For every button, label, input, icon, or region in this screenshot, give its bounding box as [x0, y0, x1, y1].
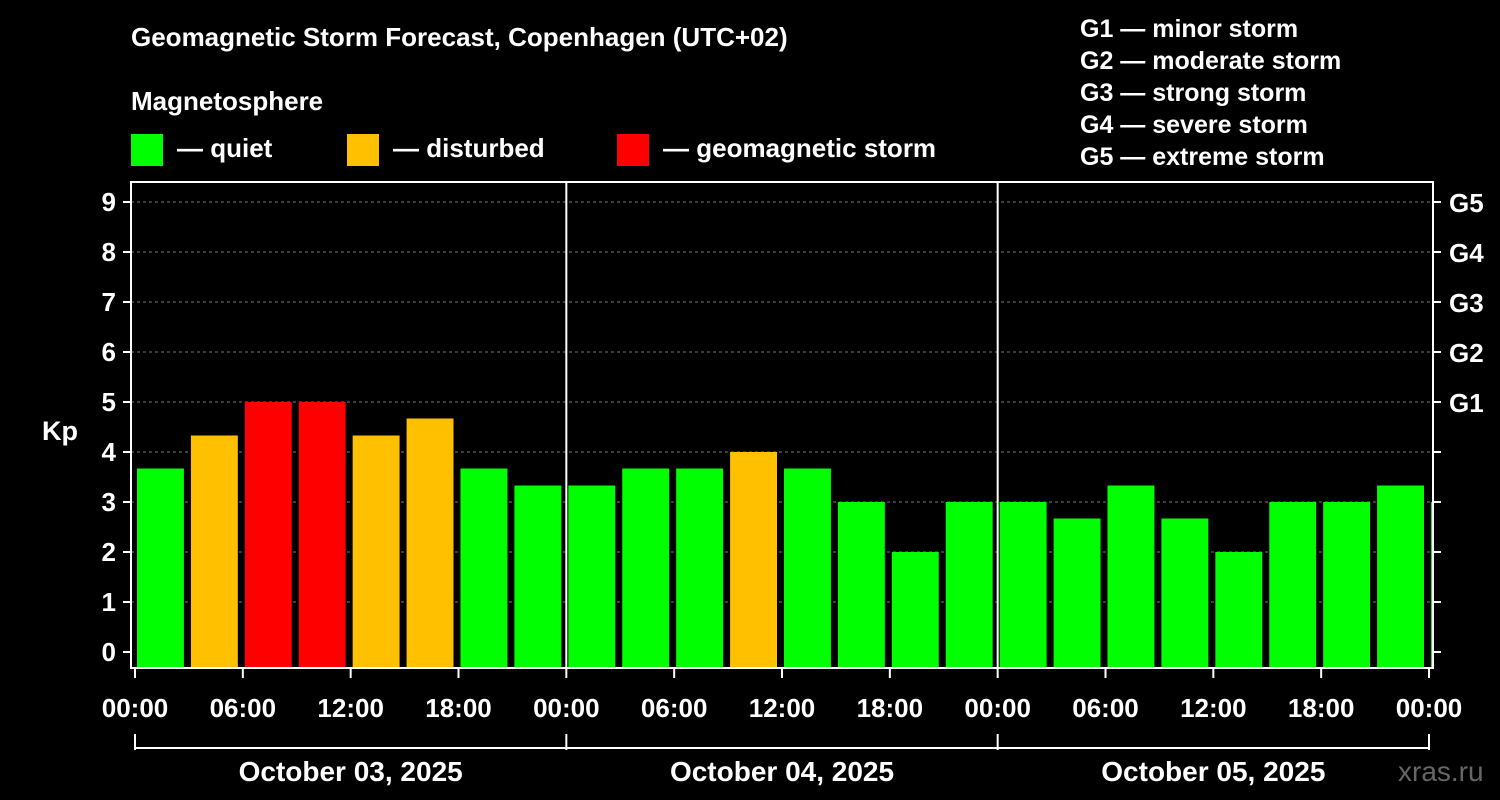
x-tick-label: 06:00: [210, 693, 277, 723]
legend-swatch-storm: [617, 134, 649, 166]
kp-bar: [514, 485, 562, 668]
x-tick-label: 18:00: [1288, 693, 1355, 723]
kp-bar: [1269, 502, 1317, 668]
x-tick-label: 06:00: [1072, 693, 1139, 723]
x-tick-label: 00:00: [102, 693, 169, 723]
y-tick-label: 1: [102, 587, 116, 617]
kp-bar: [460, 468, 508, 668]
kp-bar: [891, 552, 939, 668]
y-tick-label: 4: [102, 437, 117, 467]
x-tick-label: 12:00: [749, 693, 816, 723]
kp-bar: [1053, 518, 1101, 668]
y-tick-label: 9: [102, 187, 116, 217]
kp-bar: [298, 402, 346, 668]
kp-bar: [945, 502, 993, 668]
kp-bar: [406, 418, 454, 668]
g-scale-label: G2: [1449, 338, 1484, 368]
y-axis-label: Kp: [42, 416, 78, 446]
x-tick-label: 18:00: [425, 693, 492, 723]
legend-swatch-disturbed: [347, 134, 379, 166]
kp-bar: [784, 468, 831, 668]
y-tick-label: 6: [102, 337, 116, 367]
g-scale-label: G3: [1449, 288, 1484, 318]
kp-bar: [137, 468, 184, 668]
y-tick-label: 0: [102, 637, 116, 667]
g-legend-g4: G4 — severe storm: [1080, 111, 1308, 139]
source-watermark: xras.ru: [1398, 756, 1484, 787]
kp-bar: [1107, 485, 1155, 668]
g-legend-g2: G2 — moderate storm: [1080, 47, 1342, 75]
kp-bar: [676, 468, 724, 668]
day-label: October 04, 2025: [670, 756, 894, 787]
kp-bar: [568, 485, 616, 668]
chart-title: Geomagnetic Storm Forecast, Copenhagen (…: [131, 22, 788, 52]
legend-label-disturbed: — disturbed: [393, 133, 545, 163]
x-tick-label: 18:00: [857, 693, 924, 723]
g-legend-g5: G5 — extreme storm: [1080, 143, 1325, 171]
kp-bar: [190, 435, 238, 668]
kp-bar: [352, 435, 400, 668]
kp-bar: [1323, 502, 1371, 668]
g-legend-g1: G1 — minor storm: [1080, 15, 1299, 43]
day-label: October 05, 2025: [1101, 756, 1325, 787]
x-tick-label: 12:00: [317, 693, 384, 723]
y-tick-label: 3: [102, 487, 116, 517]
legend-swatch-quiet: [131, 134, 163, 166]
y-tick-label: 2: [102, 537, 116, 567]
legend-label-storm: — geomagnetic storm: [663, 133, 937, 163]
g-legend-g3: G3 — strong storm: [1080, 79, 1307, 107]
y-tick-label: 5: [102, 387, 116, 417]
g-scale-label: G5: [1449, 188, 1484, 218]
x-tick-label: 00:00: [533, 693, 600, 723]
g-scale-label: G4: [1449, 238, 1484, 268]
x-tick-label: 00:00: [1396, 693, 1463, 723]
x-tick-label: 00:00: [964, 693, 1031, 723]
kp-bar: [1161, 518, 1209, 668]
x-tick-label: 06:00: [641, 693, 708, 723]
g-scale-label: G1: [1449, 388, 1484, 418]
legend-label-quiet: — quiet: [177, 133, 273, 163]
day-label: October 03, 2025: [239, 756, 463, 787]
kp-bar: [730, 452, 777, 668]
kp-bar: [1377, 485, 1424, 668]
legend-section-title: Magnetosphere: [131, 86, 324, 116]
kp-bar: [999, 502, 1047, 668]
kp-bar: [1215, 552, 1263, 668]
y-tick-label: 7: [102, 287, 116, 317]
kp-bar: [837, 502, 885, 668]
x-tick-label: 12:00: [1180, 693, 1247, 723]
kp-bar: [244, 402, 292, 668]
kp-bar: [622, 468, 670, 668]
y-tick-label: 8: [102, 237, 116, 267]
